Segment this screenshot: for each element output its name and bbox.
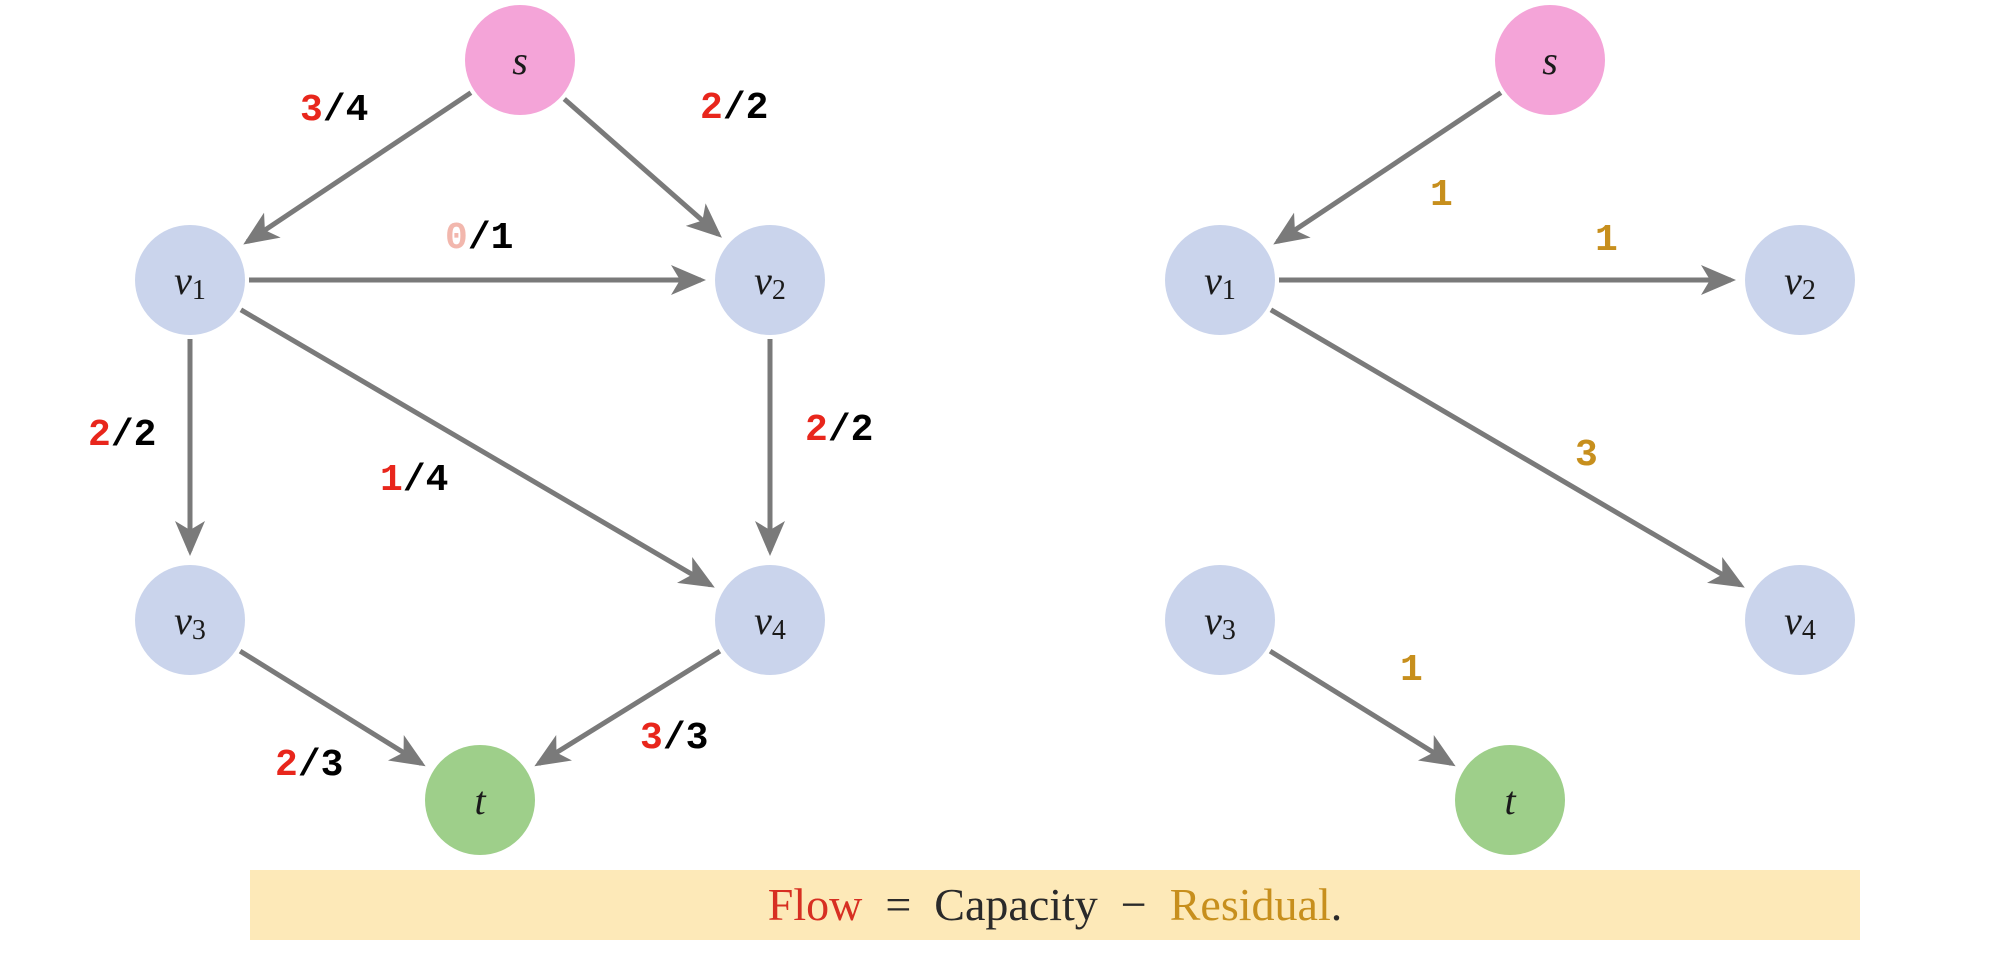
- edge: [1277, 93, 1500, 242]
- edge-label: 1: [1400, 649, 1423, 692]
- caption-minus: −: [1098, 879, 1170, 930]
- diagram-canvas: sv1v2v3v4t3/42/20/12/21/42/22/33/3 sv1v2…: [0, 0, 1997, 960]
- caption-residual-word: Residual: [1170, 879, 1331, 930]
- caption-period: .: [1331, 879, 1343, 930]
- node-label: t: [474, 778, 486, 823]
- caption-capacity-word: Capacity: [934, 879, 1098, 930]
- edge-label: 1/4: [380, 459, 448, 502]
- edge: [241, 310, 711, 585]
- caption-flow-word: Flow: [768, 879, 863, 930]
- edge: [1271, 310, 1741, 585]
- edge: [1270, 651, 1451, 763]
- edge-label: 0/1: [445, 217, 513, 260]
- node-label: s: [1542, 38, 1558, 83]
- caption-eq1: =: [862, 879, 934, 930]
- flow-graph: sv1v2v3v4t3/42/20/12/21/42/22/33/3: [88, 5, 873, 855]
- edge-label: 3/3: [640, 717, 708, 760]
- edge-label: 1: [1430, 174, 1453, 217]
- node-label: s: [512, 38, 528, 83]
- legend-caption: Flow = Capacity − Residual.: [250, 870, 1860, 940]
- node-label: t: [1504, 778, 1516, 823]
- edge-label: 1: [1595, 219, 1618, 262]
- edge-label: 3/4: [300, 89, 368, 132]
- edge-label: 2/3: [275, 744, 343, 787]
- edge-label: 2/2: [805, 409, 873, 452]
- edge-label: 2/2: [88, 414, 156, 457]
- edge-label: 3: [1575, 434, 1598, 477]
- edge: [564, 99, 718, 234]
- residual-graph: sv1v2v3v4t1131: [1165, 5, 1855, 855]
- edge-label: 2/2: [700, 87, 768, 130]
